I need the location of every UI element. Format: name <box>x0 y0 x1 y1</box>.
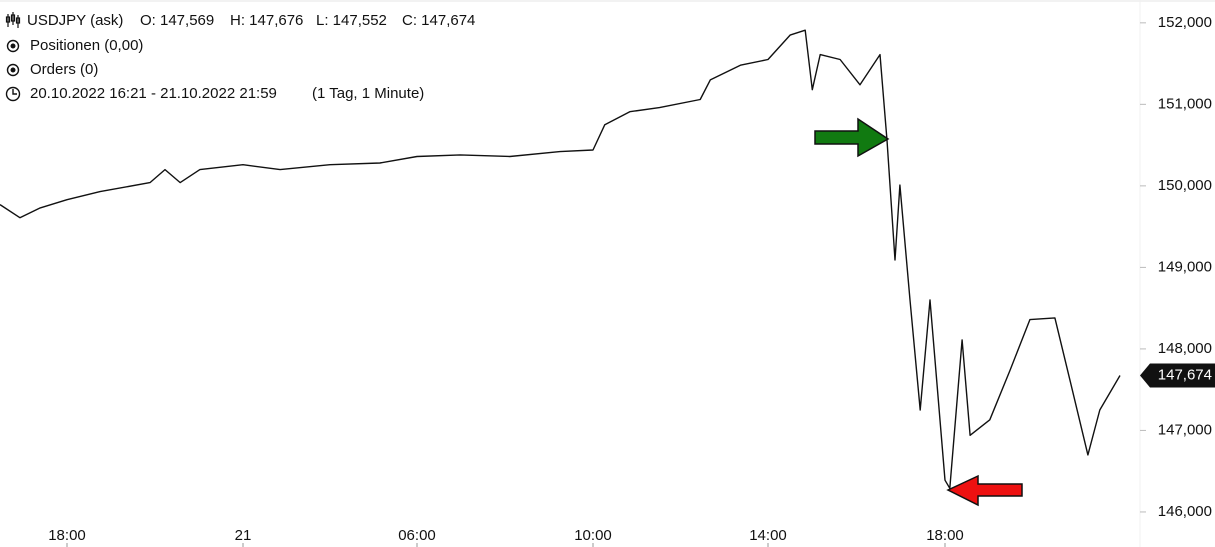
last-price-label: 147,674 <box>1158 366 1212 383</box>
radio-icon <box>6 39 20 53</box>
chart-type-icon <box>5 12 21 28</box>
radio-icon <box>6 63 20 77</box>
red-arrow <box>946 474 1023 507</box>
header: USDJPY (ask) O: 147,569 H: 147,676 L: 14… <box>5 12 475 102</box>
symbol: USDJPY (ask) <box>27 12 123 29</box>
low: L: 147,552 <box>316 12 387 29</box>
period: (1 Tag, 1 Minute) <box>312 85 424 102</box>
date-range: 20.10.2022 16:21 - 21.10.2022 21:59 <box>30 85 277 102</box>
radio-dot <box>10 67 16 73</box>
y-tick-label: 149,000 <box>1158 258 1212 275</box>
x-tick-label: 18:00 <box>926 527 964 544</box>
y-tick-label: 151,000 <box>1158 95 1212 112</box>
plot <box>0 29 1121 489</box>
y-tick-label: 146,000 <box>1158 503 1212 520</box>
x-tick-label: 18:00 <box>48 527 86 544</box>
clock-hands <box>12 89 17 95</box>
close: C: 147,674 <box>402 12 475 29</box>
y-tick-label: 147,000 <box>1158 421 1212 438</box>
orders[interactable]: Orders (0) <box>30 61 98 78</box>
high: H: 147,676 <box>230 12 303 29</box>
x-tick-label: 10:00 <box>574 527 612 544</box>
x-tick-label: 21 <box>235 527 252 544</box>
clock-icon <box>5 86 21 102</box>
price-line <box>0 29 1121 489</box>
radio-dot <box>10 43 16 49</box>
open: O: 147,569 <box>140 12 214 29</box>
positions[interactable]: Positionen (0,00) <box>30 37 143 54</box>
last-price-marker <box>1140 363 1215 388</box>
y-tick-label: 152,000 <box>1158 14 1212 31</box>
x-tick-label: 14:00 <box>749 527 787 544</box>
x-tick-label: 06:00 <box>398 527 436 544</box>
y-tick-label: 148,000 <box>1158 340 1212 357</box>
y-tick-label: 150,000 <box>1158 177 1212 194</box>
green-arrow <box>814 117 890 158</box>
